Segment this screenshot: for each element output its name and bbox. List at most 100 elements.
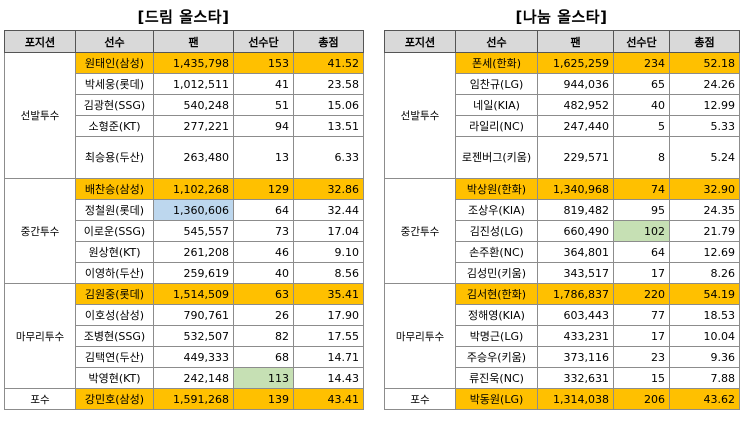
fan-votes-cell: 433,231	[537, 325, 614, 347]
team-votes-cell: 51	[233, 94, 294, 116]
team-votes-cell: 65	[613, 73, 670, 95]
team-votes-cell: 26	[233, 304, 294, 326]
total-score-cell: 14.43	[293, 367, 364, 389]
team-votes-cell: 17	[613, 262, 670, 284]
team-votes-cell: 64	[233, 199, 294, 221]
player-cell: 로젠버그(키움)	[455, 136, 538, 179]
team-votes-cell: 113	[233, 367, 294, 389]
dream-allstar-panel: [드림 올스타] 포지션 선수 팬 선수단 총점 선발투수 원태인(삼성) 1,43…	[4, 4, 364, 410]
player-cell: 손주환(NC)	[455, 241, 538, 263]
player-cell: 강민호(삼성)	[75, 388, 154, 410]
player-cell: 정해영(KIA)	[455, 304, 538, 326]
total-score-cell: 35.41	[293, 283, 364, 305]
player-cell: 정철원(롯데)	[75, 199, 154, 221]
fan-votes-cell: 229,571	[537, 136, 614, 179]
nanum-allstar-table: 포지션 선수 팬 선수단 총점 선발투수 폰세(한화) 1,625,259 234 52…	[384, 30, 740, 410]
team-votes-cell: 68	[233, 346, 294, 368]
table-row: 마무리투수 김서현(한화) 1,786,837 220 54.19	[384, 283, 740, 389]
table-row: 이호성(삼성) 790,761 26 17.90	[5, 304, 364, 326]
total-score-cell: 23.58	[293, 73, 364, 95]
table-row: 주승우(키움) 373,116 23 9.36	[385, 346, 740, 368]
table-row: 김성민(키움) 343,517 17 8.26	[385, 262, 740, 284]
table-row: 손주환(NC) 364,801 64 12.69	[385, 241, 740, 263]
team-votes-cell: 102	[613, 220, 670, 242]
total-score-cell: 32.90	[669, 178, 740, 200]
team-votes-cell: 94	[233, 115, 294, 137]
team-votes-cell: 82	[233, 325, 294, 347]
player-cell: 김택연(두산)	[75, 346, 154, 368]
table-row: 임찬규(LG) 944,036 65 24.26	[385, 73, 740, 95]
fan-votes-cell: 790,761	[153, 304, 234, 326]
player-cell: 이호성(삼성)	[75, 304, 154, 326]
table-row: 조병현(SSG) 532,507 82 17.55	[5, 325, 364, 347]
fan-votes-cell: 364,801	[537, 241, 614, 263]
team-votes-cell: 77	[613, 304, 670, 326]
team-votes-cell: 73	[233, 220, 294, 242]
table-row: 박세웅(롯데) 1,012,511 41 23.58	[5, 73, 364, 95]
total-score-cell: 8.26	[669, 262, 740, 284]
fan-votes-cell: 819,482	[537, 199, 614, 221]
header-player: 선수	[75, 30, 154, 53]
table-row: 선발투수 폰세(한화) 1,625,259 234 52.18	[384, 52, 740, 179]
fan-votes-cell: 1,102,268	[153, 178, 234, 200]
total-score-cell: 9.36	[669, 346, 740, 368]
dream-allstar-table: 포지션 선수 팬 선수단 총점 선발투수 원태인(삼성) 1,435,798 153 4…	[4, 30, 364, 410]
player-cell: 네일(KIA)	[455, 94, 538, 116]
header-fan: 팬	[537, 30, 614, 53]
total-score-cell: 8.56	[293, 262, 364, 284]
table-header-row: 포지션 선수 팬 선수단 총점	[384, 30, 740, 53]
fan-votes-cell: 1,340,968	[537, 178, 614, 200]
player-cell: 김진성(LG)	[455, 220, 538, 242]
total-score-cell: 9.10	[293, 241, 364, 263]
fan-votes-cell: 373,116	[537, 346, 614, 368]
fan-votes-cell: 242,148	[153, 367, 234, 389]
total-score-cell: 21.79	[669, 220, 740, 242]
position-cell: 선발투수	[4, 52, 76, 179]
header-fan: 팬	[153, 30, 234, 53]
fan-votes-cell: 1,514,509	[153, 283, 234, 305]
player-cell: 박동원(LG)	[455, 388, 538, 410]
total-score-cell: 15.06	[293, 94, 364, 116]
player-cell: 조상우(KIA)	[455, 199, 538, 221]
total-score-cell: 13.51	[293, 115, 364, 137]
total-score-cell: 5.33	[669, 115, 740, 137]
team-votes-cell: 153	[233, 52, 294, 74]
team-votes-cell: 129	[233, 178, 294, 200]
fan-votes-cell: 343,517	[537, 262, 614, 284]
fan-votes-cell: 1,625,259	[537, 52, 614, 74]
table-row: 이로운(SSG) 545,557 73 17.04	[5, 220, 364, 242]
total-score-cell: 17.90	[293, 304, 364, 326]
player-cell: 이영하(두산)	[75, 262, 154, 284]
total-score-cell: 5.24	[669, 136, 740, 179]
table-row: 중간투수 배찬승(삼성) 1,102,268 129 32.86	[4, 178, 364, 284]
fan-votes-cell: 332,631	[537, 367, 614, 389]
fan-votes-cell: 1,435,798	[153, 52, 234, 74]
table-row: 김택연(두산) 449,333 68 14.71	[5, 346, 364, 368]
total-score-cell: 17.55	[293, 325, 364, 347]
fan-votes-cell: 1,012,511	[153, 73, 234, 95]
header-team: 선수단	[613, 30, 670, 53]
player-cell: 김성민(키움)	[455, 262, 538, 284]
player-cell: 류진욱(NC)	[455, 367, 538, 389]
table-row: 조상우(KIA) 819,482 95 24.35	[385, 199, 740, 221]
team-votes-cell: 95	[613, 199, 670, 221]
table-row: 선발투수 원태인(삼성) 1,435,798 153 41.52	[4, 52, 364, 179]
table-row: 네일(KIA) 482,952 40 12.99	[385, 94, 740, 116]
fan-votes-cell: 1,591,268	[153, 388, 234, 410]
total-score-cell: 18.53	[669, 304, 740, 326]
total-score-cell: 6.33	[293, 136, 364, 179]
team-votes-cell: 17	[613, 325, 670, 347]
fan-votes-cell: 540,248	[153, 94, 234, 116]
table-row: 마무리투수 김원중(롯데) 1,514,509 63 35.41	[4, 283, 364, 389]
player-cell: 이로운(SSG)	[75, 220, 154, 242]
team-votes-cell: 206	[613, 388, 670, 410]
table-row: 박명근(LG) 433,231 17 10.04	[385, 325, 740, 347]
team-votes-cell: 41	[233, 73, 294, 95]
fan-votes-cell: 259,619	[153, 262, 234, 284]
position-cell: 포수	[4, 388, 76, 410]
player-cell: 최승용(두산)	[75, 136, 154, 179]
fan-votes-cell: 660,490	[537, 220, 614, 242]
fan-votes-cell: 247,440	[537, 115, 614, 137]
table-row: 중간투수 박상원(한화) 1,340,968 74 32.90	[384, 178, 740, 284]
table-row: 소형준(KT) 277,221 94 13.51	[5, 115, 364, 137]
